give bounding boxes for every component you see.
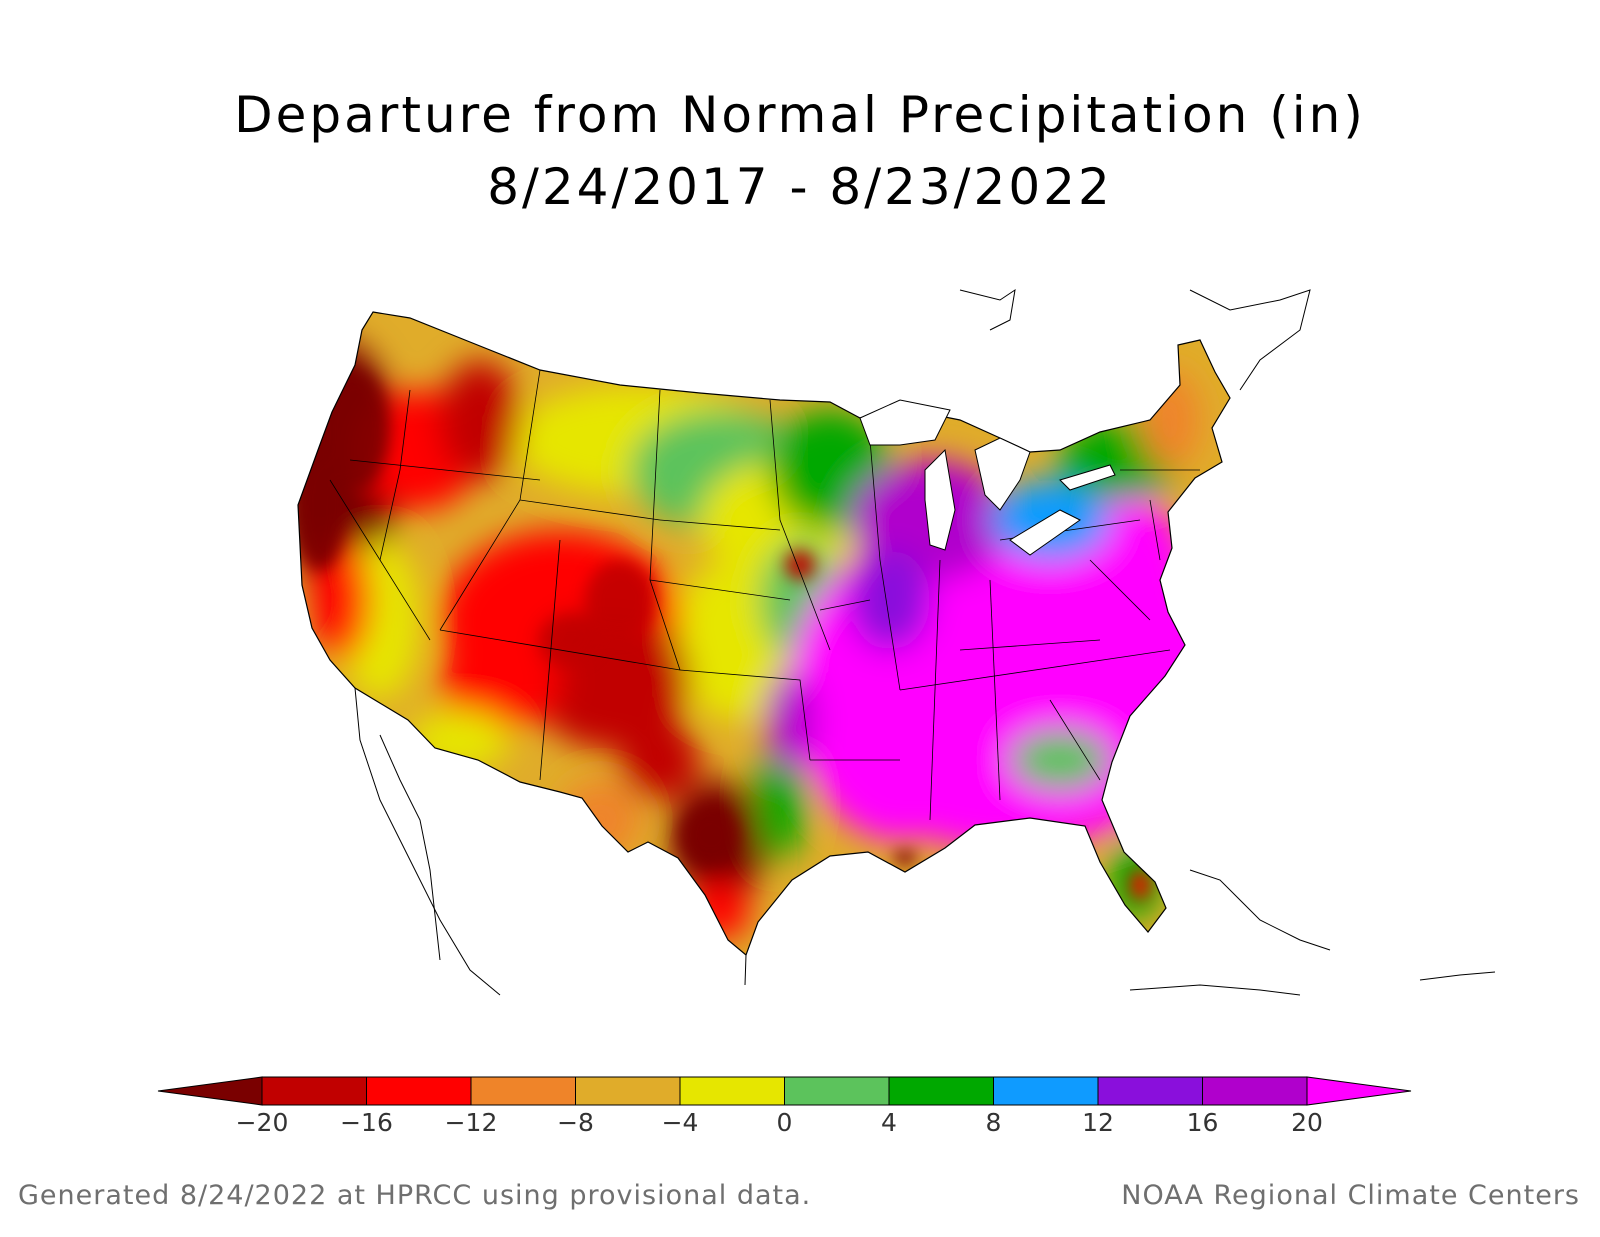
- legend-swatch: [679, 1076, 785, 1106]
- legend-tick-label: 0: [777, 1108, 793, 1137]
- legend-arrow-high: [1306, 1076, 1412, 1106]
- map-date-range: 8/24/2017 - 8/23/2022: [487, 158, 1113, 216]
- legend-tick-label: 20: [1291, 1108, 1323, 1137]
- legend-swatch: [1202, 1076, 1308, 1106]
- legend-swatch: [1097, 1076, 1203, 1106]
- source-credit: NOAA Regional Climate Centers: [1121, 1180, 1580, 1211]
- legend-swatch: [575, 1076, 681, 1106]
- state-borders: [329, 369, 1200, 821]
- generated-note: Generated 8/24/2022 at HPRCC using provi…: [18, 1180, 812, 1211]
- legend-swatch: [993, 1076, 1099, 1106]
- legend-swatch: [261, 1076, 367, 1106]
- legend-swatch: [470, 1076, 576, 1106]
- neighbor-coastlines: [354, 288, 1496, 996]
- legend-tick-label: 4: [881, 1108, 897, 1137]
- legend-tick-label: 8: [986, 1108, 1002, 1137]
- legend-swatch: [366, 1076, 472, 1106]
- legend-tick-label: 16: [1187, 1108, 1219, 1137]
- legend-tick-label: 12: [1082, 1108, 1114, 1137]
- map-title: Departure from Normal Precipitation (in): [234, 86, 1366, 144]
- legend-arrow-low: [157, 1076, 263, 1106]
- legend-tick-label: −20: [236, 1108, 289, 1137]
- legend-swatch: [888, 1076, 994, 1106]
- legend-tick-label: −16: [340, 1108, 393, 1137]
- legend-swatch: [784, 1076, 890, 1106]
- legend-tick-label: −12: [445, 1108, 498, 1137]
- legend-tick-label: −4: [662, 1108, 699, 1137]
- great-lakes: [859, 399, 1116, 556]
- legend-tick-label: −8: [557, 1108, 594, 1137]
